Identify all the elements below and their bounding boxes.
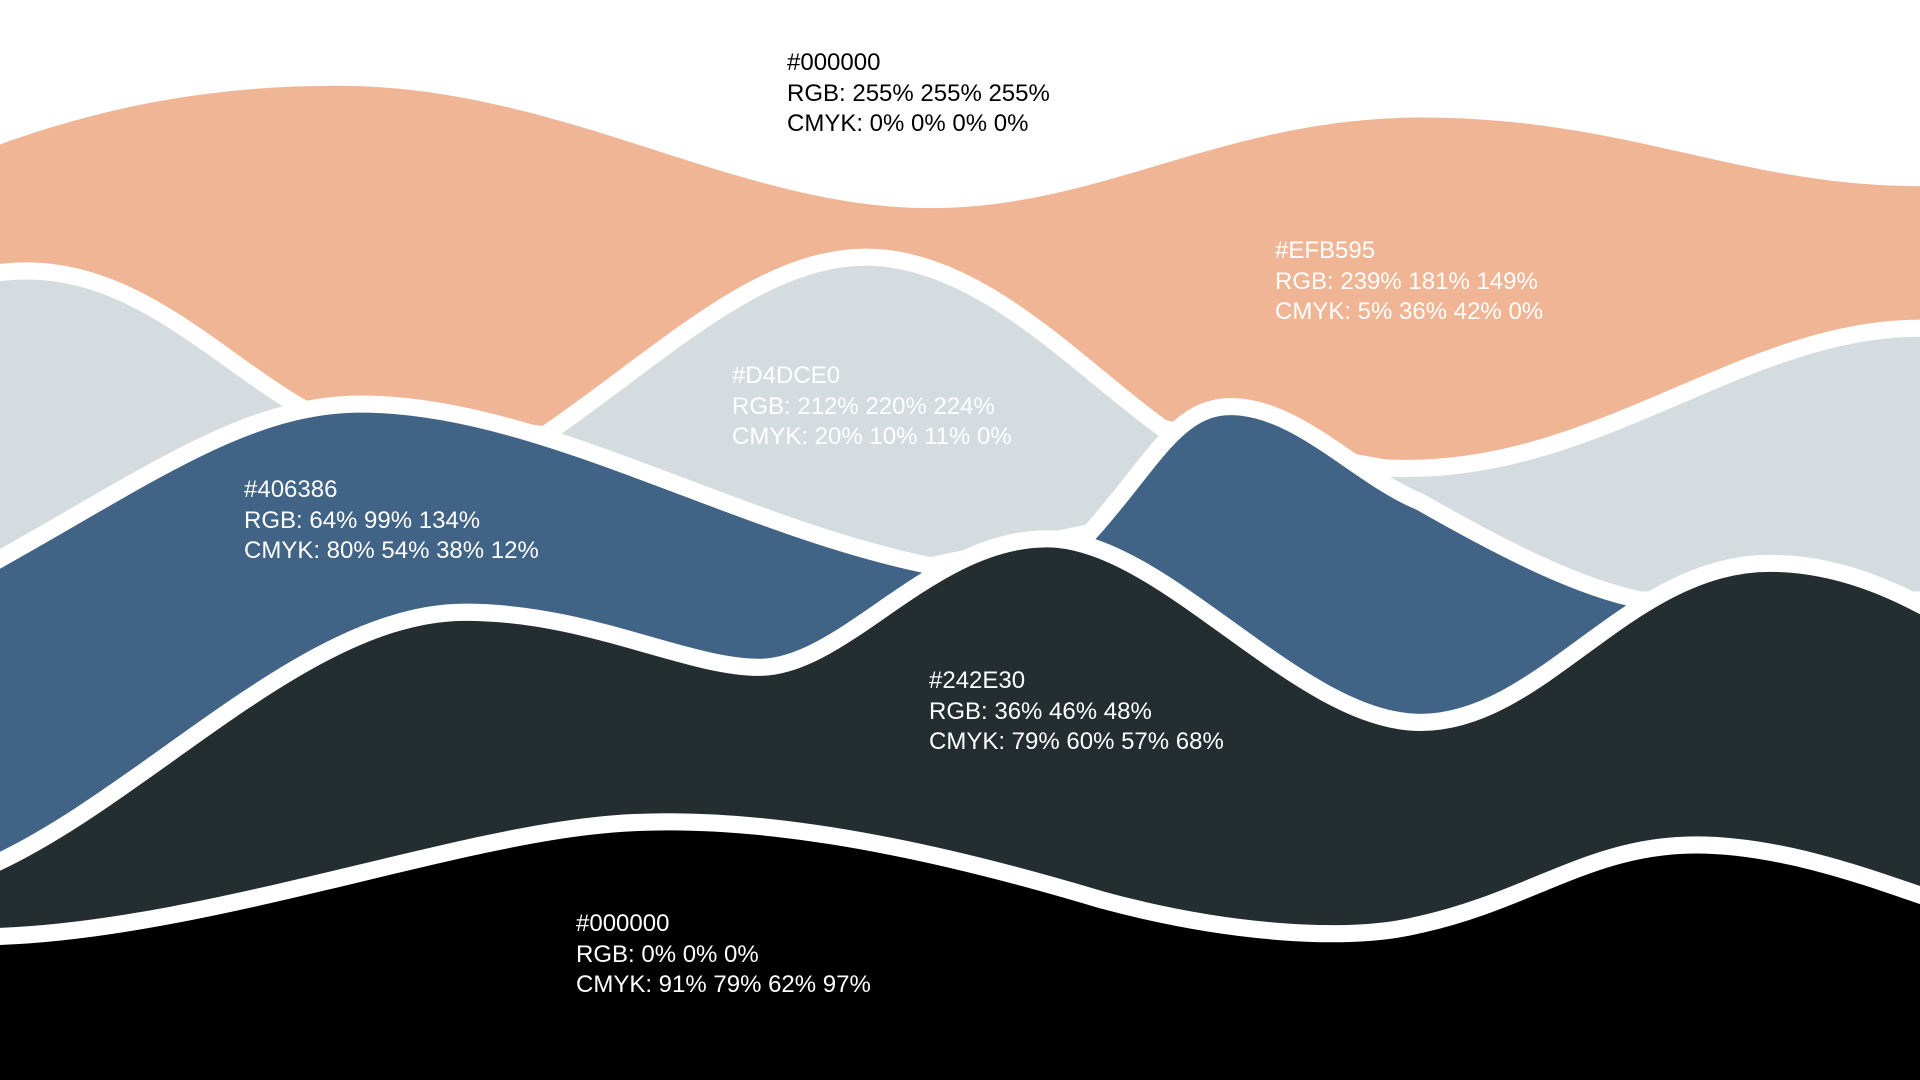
- swatch-label-light-gray: #D4DCE0 RGB: 212% 220% 224% CMYK: 20% 10…: [732, 361, 1012, 453]
- hex-code: #242E30: [929, 667, 1026, 694]
- rgb-values: RGB: 64% 99% 134%: [244, 506, 481, 534]
- hex-code: #000000: [787, 49, 881, 76]
- swatch-label-charcoal: #242E30 RGB: 36% 46% 48% CMYK: 79% 60% 5…: [929, 666, 1224, 758]
- cmyk-values: CMYK: 5% 36% 42% 0%: [1275, 298, 1544, 325]
- rgb-values: RGB: 0% 0% 0%: [576, 940, 759, 968]
- hex-code: #EFB595: [1275, 237, 1376, 264]
- swatch-label-black: #000000 RGB: 0% 0% 0% CMYK: 91% 79% 62% …: [576, 909, 871, 1001]
- black-wave: [0, 813, 1920, 1080]
- cmyk-values: CMYK: 79% 60% 57% 68%: [929, 728, 1224, 755]
- swatch-label-white: #000000 RGB: 255% 255% 255% CMYK: 0% 0% …: [787, 48, 1050, 140]
- rgb-values: RGB: 255% 255% 255%: [787, 79, 1050, 107]
- swatch-label-peach: #EFB595 RGB: 239% 181% 149% CMYK: 5% 36%…: [1275, 236, 1543, 328]
- hex-code: #D4DCE0: [732, 362, 841, 389]
- cmyk-values: CMYK: 91% 79% 62% 97%: [576, 971, 871, 998]
- swatch-label-blue: #406386 RGB: 64% 99% 134% CMYK: 80% 54% …: [244, 475, 539, 567]
- cmyk-values: CMYK: 0% 0% 0% 0%: [787, 110, 1029, 137]
- rgb-values: RGB: 212% 220% 224%: [732, 392, 995, 420]
- hex-code: #406386: [244, 476, 338, 503]
- cmyk-values: CMYK: 80% 54% 38% 12%: [244, 537, 539, 564]
- hex-code: #000000: [576, 910, 670, 937]
- cmyk-values: CMYK: 20% 10% 11% 0%: [732, 423, 1012, 450]
- rgb-values: RGB: 239% 181% 149%: [1275, 267, 1538, 295]
- rgb-values: RGB: 36% 46% 48%: [929, 697, 1152, 725]
